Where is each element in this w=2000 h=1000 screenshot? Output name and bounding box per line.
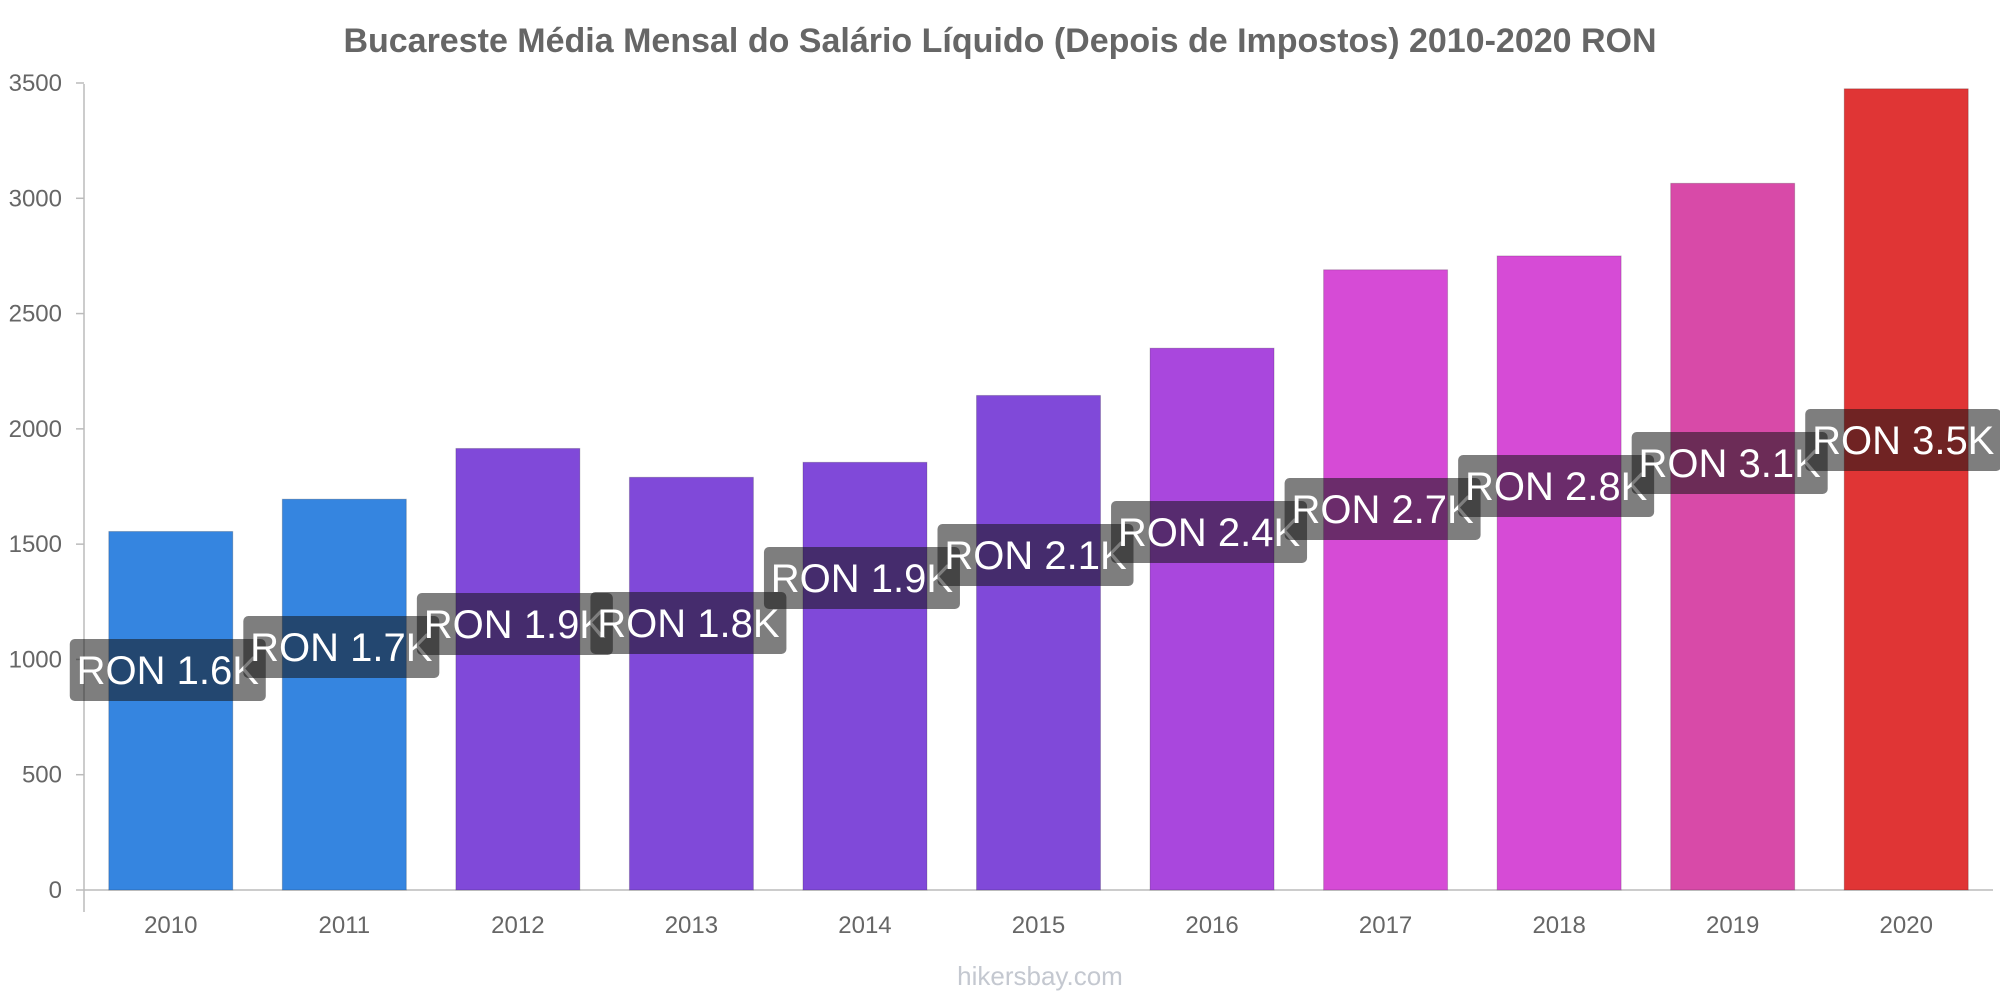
data-label-text: RON 2.7K: [1291, 488, 1474, 532]
bar-2017: [1323, 269, 1449, 891]
x-tick-label: 2018: [1532, 912, 1585, 939]
data-label-2016: RON 2.4K: [1111, 501, 1308, 563]
bars-group: [108, 88, 1969, 891]
bar-2011: [281, 498, 407, 891]
data-label-text: RON 2.4K: [1118, 511, 1301, 555]
x-tick-label: 2013: [665, 912, 718, 939]
x-tick-label: 2012: [491, 912, 544, 939]
x-tick-label: 2017: [1359, 912, 1412, 939]
data-label-2014: RON 1.9K: [763, 547, 960, 609]
data-label-text: RON 3.1K: [1639, 442, 1822, 486]
bar-2020: [1843, 88, 1969, 891]
y-tick-label: 500: [22, 762, 62, 789]
data-label-box: [69, 639, 266, 701]
y-tick-label: 3500: [9, 70, 62, 97]
data-label-text: RON 3.5K: [1812, 419, 1995, 463]
y-tick-label: 2500: [9, 301, 62, 328]
data-label-box: [416, 593, 613, 655]
y-tick-label: 1000: [9, 646, 62, 673]
bar-2014: [802, 461, 928, 891]
data-label-box: [1631, 432, 1828, 494]
data-label-box: [1284, 478, 1481, 540]
data-label-box: [1805, 409, 2000, 471]
data-label-2010: RON 1.6K: [69, 639, 266, 701]
y-axis-ticks: 0 500 1000 1500 2000 2500 3000 3500: [9, 70, 84, 904]
x-tick-label: 2019: [1706, 912, 1759, 939]
data-label-2011: RON 1.7K: [243, 616, 440, 678]
y-tick-label: 3000: [9, 185, 62, 212]
data-label-2012: RON 1.9K: [416, 593, 613, 655]
data-label-box: [590, 592, 787, 654]
x-tick-label: 2015: [1012, 912, 1065, 939]
data-label-2017: RON 2.7K: [1284, 478, 1481, 540]
data-label-2018: RON 2.8K: [1458, 455, 1655, 517]
x-tick-label: 2010: [144, 912, 197, 939]
bar-2016: [1149, 347, 1275, 891]
chart-title: Bucareste Média Mensal do Salário Líquid…: [343, 22, 1656, 60]
data-label-box: [243, 616, 440, 678]
data-label-text: RON 2.1K: [944, 534, 1127, 578]
data-label-text: RON 2.8K: [1465, 465, 1648, 509]
data-label-text: RON 1.6K: [77, 649, 260, 693]
data-label-text: RON 1.9K: [771, 557, 954, 601]
x-tick-label: 2020: [1880, 912, 1933, 939]
data-label-box: [1458, 455, 1655, 517]
data-label-text: RON 1.9K: [424, 603, 607, 647]
data-label-text: RON 1.7K: [250, 626, 433, 670]
data-label-2019: RON 3.1K: [1631, 432, 1828, 494]
bar-2018: [1496, 255, 1622, 891]
y-tick-label: 0: [49, 877, 62, 904]
x-axis-labels: 2010 2011 2012 2013 2014 2015 2016 2017 2018 2019…: [144, 912, 1933, 939]
x-tick-label: 2014: [838, 912, 891, 939]
x-tick-label: 2011: [319, 912, 371, 939]
bar-2015: [976, 394, 1101, 891]
data-label-box: [763, 547, 960, 609]
y-tick-label: 2000: [9, 416, 62, 443]
bar-2019: [1670, 182, 1796, 891]
y-tick-label: 1500: [9, 531, 62, 558]
x-tick-label: 2016: [1185, 912, 1238, 939]
data-label-box: [1111, 501, 1308, 563]
data-label-2020: RON 3.5K: [1805, 409, 2000, 471]
bar-2012: [455, 447, 581, 891]
data-label-2013: RON 1.8K: [590, 592, 787, 654]
bar-2010: [108, 530, 234, 891]
data-label-text: RON 1.8K: [597, 602, 780, 646]
watermark: hikersbay.com: [957, 961, 1123, 991]
bar-2013: [628, 476, 754, 891]
data-label-2015: RON 2.1K: [937, 524, 1134, 586]
data-label-box: [937, 524, 1134, 586]
